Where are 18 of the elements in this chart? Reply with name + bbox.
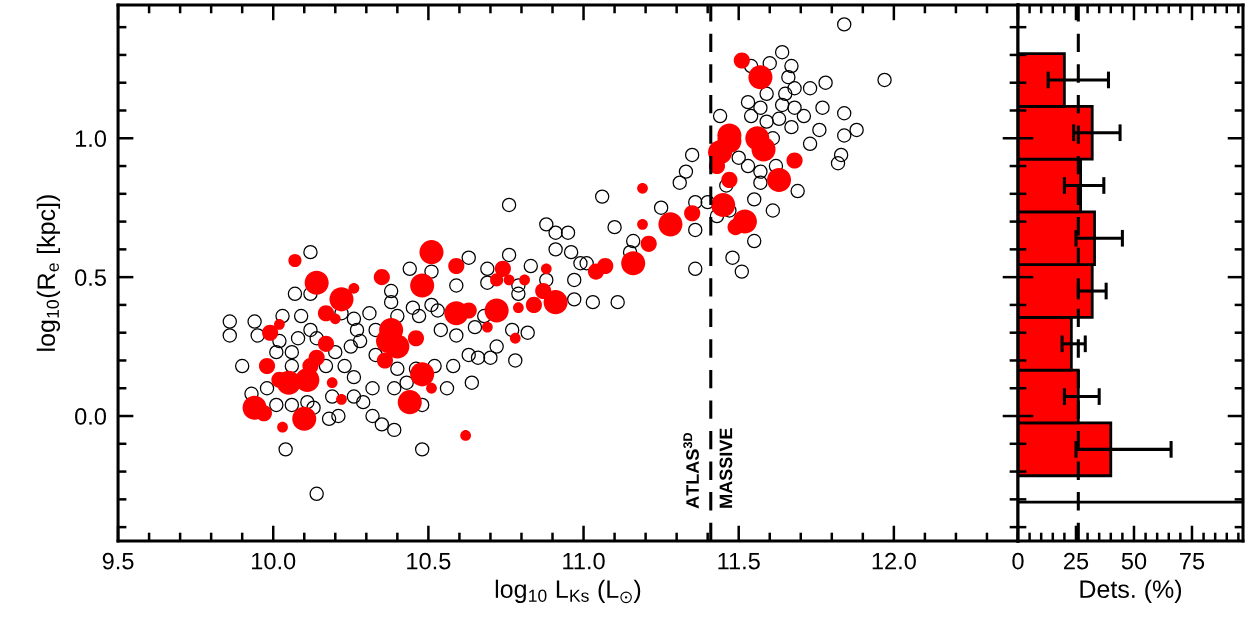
annotation: ATLAS$^{3D}$ xyxy=(683,432,699,509)
x-tick-label: 10.5 xyxy=(407,552,451,570)
x-tick-label: 10.0 xyxy=(252,552,296,570)
x-tick-label: 11.5 xyxy=(718,552,760,570)
x-tick-label: 25 xyxy=(1064,552,1089,570)
x-tick-label: 12.0 xyxy=(872,552,916,570)
x-tick-label: 50 xyxy=(1121,552,1147,570)
x-tick-label: 75 xyxy=(1180,552,1205,570)
x-tick-label: 9.5 xyxy=(102,552,134,570)
x-tick-label: 0 xyxy=(1012,552,1024,570)
y-tick-label: 1.0 xyxy=(75,130,107,148)
x-axis-title: Dets. (%) xyxy=(1080,579,1182,603)
y-tick-label: 0.5 xyxy=(75,269,106,286)
y-axis-title: log$_{10}$(R$_{e}$ [kpc]) xyxy=(36,195,61,351)
annotation: MASSIVE xyxy=(719,428,733,508)
x-tick-label: 11.0 xyxy=(563,552,605,570)
y-tick-label: 0.0 xyxy=(75,408,107,425)
x-axis-title: log$_{10}$ L$_{Ks}$ (L$_{⊙}$) xyxy=(495,579,641,604)
